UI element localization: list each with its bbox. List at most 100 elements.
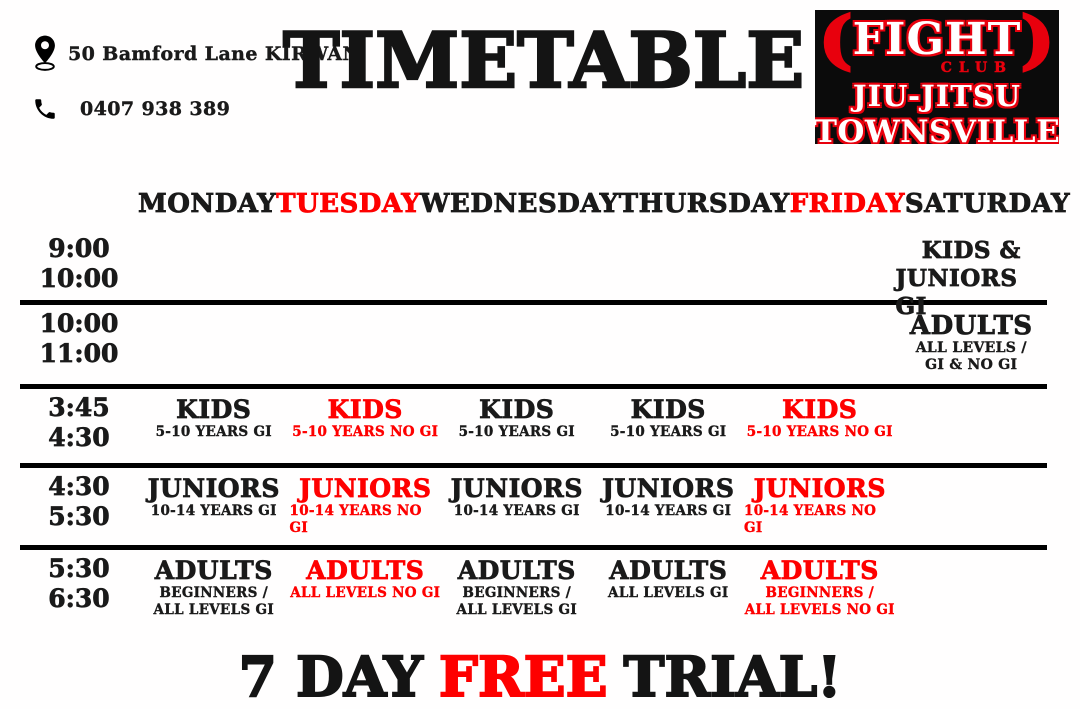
time-slot: 10:00 11:00 — [20, 305, 138, 384]
class-cell: JUNIORS 10-14 YEARS NO GI — [744, 468, 896, 545]
class-title: KIDS — [327, 395, 403, 424]
timetable-row: 9:00 10:00 KIDS & JUNIORS GI — [20, 230, 1047, 320]
phone-icon — [22, 96, 68, 122]
class-title: ADULTS — [609, 556, 728, 585]
class-title: ADULTS — [306, 556, 425, 585]
class-cell: JUNIORS 10-14 YEARS GI — [441, 468, 593, 545]
class-subtitle: GI & NO GI — [925, 357, 1018, 373]
timetable-row: 5:30 6:30 ADULTS BEGINNERS / ALL LEVELS GI AD… — [20, 550, 1047, 645]
class-subtitle: 5-10 YEARS NO GI — [292, 424, 439, 440]
day-header-wednesday: WEDNESDAY — [420, 189, 619, 220]
footer-suffix: TRIAL! — [623, 643, 843, 709]
timetable-row: 4:30 5:30 JUNIORS 10-14 YEARS GI JUNIORS 10-1… — [20, 468, 1047, 550]
class-subtitle: ALL LEVELS NO GI — [744, 602, 895, 618]
class-cell: KIDS 5-10 YEARS NO GI — [744, 389, 896, 463]
timetable-row: 3:45 4:30 KIDS 5-10 YEARS GI KIDS 5-10 YEARS … — [20, 389, 1047, 468]
time-slot: 3:45 4:30 — [20, 389, 138, 463]
time-slot: 9:00 10:00 — [20, 230, 138, 321]
empty-cell — [290, 305, 442, 384]
time-slot: 5:30 6:30 — [20, 550, 138, 645]
class-cell: JUNIORS 10-14 YEARS GI — [593, 468, 745, 545]
logo-club-text: CLUB — [940, 60, 1013, 77]
page-title: TIMETABLE — [282, 15, 806, 107]
timetable-grid: MONDAY TUESDAY WEDNESDAY THURSDAY FRIDAY SATU… — [20, 178, 1070, 645]
logo-right-paren: ) — [1019, 10, 1056, 76]
header: 50 Bamford Lane KIRWAN 0407 938 389 TIME… — [0, 0, 1080, 178]
class-subtitle: 10-14 YEARS GI — [453, 503, 580, 519]
phone-line: 0407 938 389 — [22, 96, 360, 122]
time-end: 10:00 — [39, 264, 119, 294]
empty-cell — [896, 468, 1048, 545]
class-subtitle: 5-10 YEARS GI — [155, 424, 272, 440]
class-cell: KIDS 5-10 YEARS GI — [441, 389, 593, 463]
class-title: KIDS & — [921, 237, 1021, 265]
logo-townsville-text: TOWNSVILLE — [815, 114, 1059, 144]
empty-cell — [138, 305, 290, 384]
class-cell: KIDS 5-10 YEARS NO GI — [290, 389, 442, 463]
class-cell: ADULTS ALL LEVELS / GI & NO GI — [896, 305, 1048, 384]
address-text: 50 Bamford Lane KIRWAN — [68, 43, 361, 65]
class-title: JUNIORS — [450, 474, 583, 503]
class-title: JUNIORS — [147, 474, 280, 503]
class-subtitle: 10-14 YEARS NO GI — [289, 503, 422, 536]
day-header-friday: FRIDAY — [789, 189, 905, 220]
class-subtitle: 10-14 YEARS NO GI — [744, 503, 877, 536]
time-start: 10:00 — [39, 309, 119, 339]
class-cell: KIDS 5-10 YEARS GI — [593, 389, 745, 463]
class-title: JUNIORS GI — [895, 265, 1018, 321]
time-start: 9:00 — [48, 234, 110, 264]
footer-prefix: 7 DAY — [238, 643, 424, 709]
class-subtitle: ALL LEVELS GI — [456, 602, 577, 618]
class-title: ADULTS — [457, 556, 576, 585]
class-title: JUNIORS — [602, 474, 735, 503]
class-title: JUNIORS — [753, 474, 886, 503]
class-subtitle: ALL LEVELS / — [915, 340, 1027, 356]
class-subtitle: BEGINNERS / — [765, 585, 874, 601]
class-title: ADULTS — [909, 311, 1033, 341]
class-subtitle: ALL LEVELS GI — [608, 585, 729, 601]
class-cell: ADULTS BEGINNERS / ALL LEVELS GI — [138, 550, 290, 645]
class-cell: ADULTS BEGINNERS / ALL LEVELS NO GI — [744, 550, 896, 645]
class-subtitle: 5-10 YEARS GI — [458, 424, 575, 440]
day-header-tuesday: TUESDAY — [276, 189, 421, 220]
logo-left-paren: ( — [817, 10, 854, 76]
time-start: 3:45 — [48, 393, 110, 423]
footer-highlight: FREE — [438, 643, 609, 709]
class-subtitle: BEGINNERS / — [462, 585, 571, 601]
contact-block: 50 Bamford Lane KIRWAN 0407 938 389 — [22, 34, 360, 144]
time-end: 11:00 — [39, 339, 119, 369]
class-subtitle: BEGINNERS / — [159, 585, 268, 601]
class-subtitle: ALL LEVELS NO GI — [290, 585, 441, 601]
location-pin-icon — [22, 34, 68, 74]
class-subtitle: 10-14 YEARS GI — [605, 503, 732, 519]
empty-cell — [441, 305, 593, 384]
empty-cell — [593, 305, 745, 384]
address-line: 50 Bamford Lane KIRWAN — [22, 34, 360, 74]
day-header-thursday: THURSDAY — [618, 189, 790, 220]
day-header-monday: MONDAY — [138, 189, 277, 220]
empty-cell — [896, 550, 1048, 645]
timetable-row: 10:00 11:00 ADULTS ALL LEVELS / GI & NO GI — [20, 305, 1047, 389]
logo-fight-row: ( FIGHT ) — [817, 10, 1056, 76]
class-title: ADULTS — [154, 556, 273, 585]
class-cell: JUNIORS 10-14 YEARS GI — [138, 468, 290, 545]
time-end: 5:30 — [48, 502, 110, 532]
class-title: KIDS — [630, 395, 706, 424]
class-subtitle: ALL LEVELS GI — [153, 602, 274, 618]
class-title: KIDS — [176, 395, 252, 424]
class-title: ADULTS — [760, 556, 879, 585]
day-header-row: MONDAY TUESDAY WEDNESDAY THURSDAY FRIDAY SATU… — [20, 178, 1070, 230]
class-subtitle: 5-10 YEARS NO GI — [746, 424, 893, 440]
empty-cell — [896, 389, 1048, 463]
time-start: 5:30 — [48, 554, 110, 584]
class-title: JUNIORS — [299, 474, 432, 503]
logo-jiujitsu-text: JIU-JITSU — [852, 79, 1022, 113]
logo-fight-text: FIGHT — [852, 14, 1022, 65]
time-slot: 4:30 5:30 — [20, 468, 138, 545]
empty-cell — [744, 305, 896, 384]
footer-banner: 7 DAY FREE TRIAL! — [0, 643, 1080, 709]
class-cell: JUNIORS 10-14 YEARS NO GI — [289, 468, 442, 545]
class-cell: ADULTS ALL LEVELS GI — [593, 550, 745, 645]
class-cell: KIDS 5-10 YEARS GI — [138, 389, 290, 463]
